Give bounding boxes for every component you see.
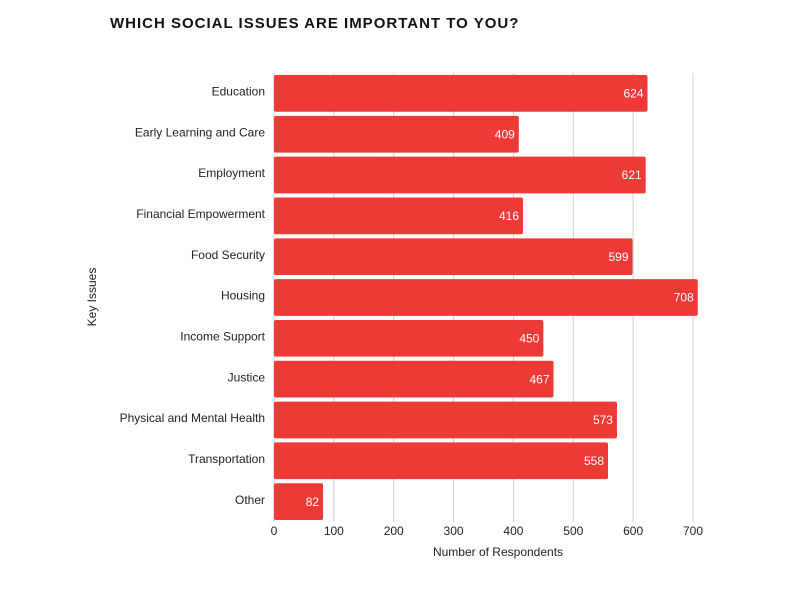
value-label: 467 [530,372,550,386]
y-tick-label: Food Security [191,248,265,262]
y-tick-label: Other [235,493,265,507]
x-tick-label: 200 [384,524,404,538]
bar [274,156,646,194]
bar [274,319,544,357]
value-label: 450 [519,331,539,345]
bar [274,360,554,398]
value-label: 624 [623,87,643,101]
y-tick-label: Income Support [180,329,265,343]
y-tick-label: Transportation [188,452,265,466]
y-tick-label: Housing [221,289,265,303]
x-tick-label: 700 [683,524,703,538]
y-tick-label: Physical and Mental Health [120,411,265,425]
x-tick-label: 600 [623,524,643,538]
y-tick-label: Justice [228,370,266,384]
y-tick-label: Financial Empowerment [136,207,265,221]
x-tick-label: 300 [444,524,464,538]
value-label: 558 [584,454,604,468]
y-tick-label: Education [212,85,265,99]
value-label: 82 [306,495,320,509]
y-tick-label: Early Learning and Care [135,125,265,139]
x-axis-label: Number of Respondents [433,545,563,559]
bar [274,279,698,316]
bar [274,115,519,153]
value-label: 621 [622,168,642,182]
value-label: 409 [495,127,515,141]
y-axis-label: Key Issues [85,268,99,327]
bar [274,401,617,439]
bar [274,442,609,480]
value-label: 599 [609,250,629,264]
value-label: 416 [499,209,519,223]
bar [274,238,633,276]
x-tick-label: 400 [503,524,523,538]
value-label: 573 [593,413,613,427]
x-tick-label: 100 [324,524,344,538]
bar [274,483,324,520]
y-tick-label: Employment [198,166,265,180]
chart-title: WHICH SOCIAL ISSUES ARE IMPORTANT TO YOU… [110,15,519,32]
value-label: 708 [674,291,694,305]
x-tick-label: 500 [563,524,583,538]
bar [274,75,648,112]
bar [274,197,524,235]
x-tick-label: 0 [271,524,278,538]
